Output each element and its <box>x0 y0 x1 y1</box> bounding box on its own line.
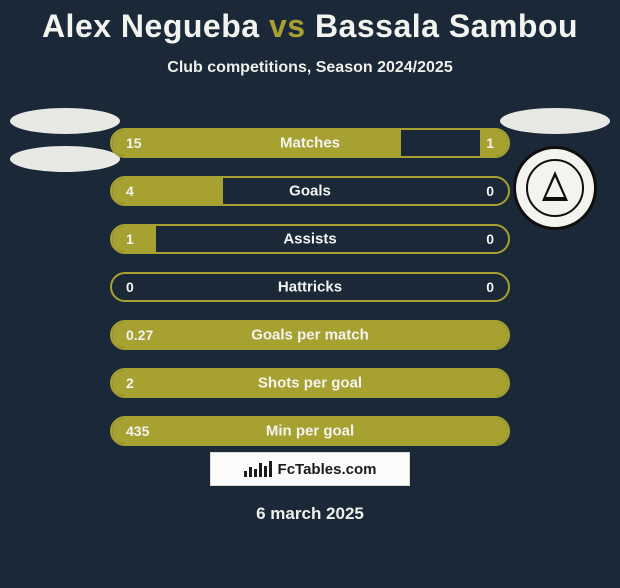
player1-name: Alex Negueba <box>42 8 260 44</box>
stat-label: Matches <box>112 135 508 152</box>
player2-photo-placeholder <box>500 108 610 134</box>
stat-label: Hattricks <box>112 279 508 296</box>
stat-row: 1Assists0 <box>110 224 510 254</box>
stat-row: 0Hattricks0 <box>110 272 510 302</box>
date-label: 6 march 2025 <box>0 504 620 524</box>
stat-row: 15Matches1 <box>110 128 510 158</box>
vs-label: vs <box>269 8 306 44</box>
player2-club-badge <box>513 146 597 230</box>
stat-label: Min per goal <box>112 423 508 440</box>
stat-row: 435Min per goal <box>110 416 510 446</box>
stat-row: 0.27Goals per match <box>110 320 510 350</box>
stat-row: 2Shots per goal <box>110 368 510 398</box>
subtitle: Club competitions, Season 2024/2025 <box>0 59 620 77</box>
player1-club-placeholder <box>10 146 120 172</box>
player1-photo-placeholder <box>10 108 120 134</box>
stat-label: Assists <box>112 231 508 248</box>
player2-name: Bassala Sambou <box>315 8 578 44</box>
stat-label: Goals per match <box>112 327 508 344</box>
stat-value-right: 1 <box>486 135 494 151</box>
stat-row: 4Goals0 <box>110 176 510 206</box>
chart-icon <box>244 461 272 477</box>
stat-label: Shots per goal <box>112 375 508 392</box>
stats-container: 15Matches14Goals01Assists00Hattricks00.2… <box>110 128 510 446</box>
stat-value-right: 0 <box>486 231 494 247</box>
page-title: Alex Negueba vs Bassala Sambou <box>0 8 620 45</box>
brand-text: FcTables.com <box>278 461 377 478</box>
stat-label: Goals <box>112 183 508 200</box>
stat-value-right: 0 <box>486 279 494 295</box>
brand-badge[interactable]: FcTables.com <box>210 452 410 486</box>
stat-value-right: 0 <box>486 183 494 199</box>
